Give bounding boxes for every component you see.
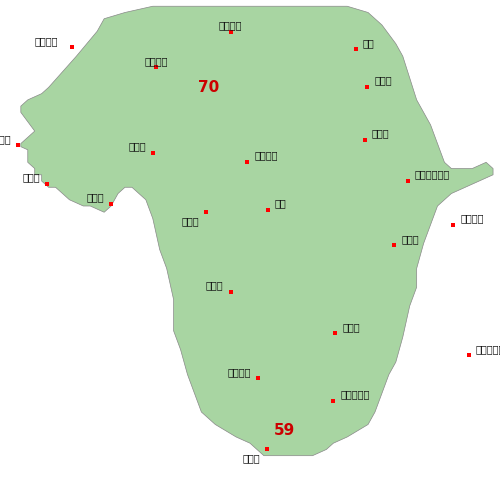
Text: 亚的斯亚贝巴: 亚的斯亚贝巴 — [414, 169, 450, 179]
Text: 罗安达: 罗安达 — [206, 281, 224, 291]
Text: 26.04.2024 CST: 26.04.2024 CST — [418, 478, 495, 488]
Polygon shape — [21, 6, 493, 456]
Text: 因萨拉赫: 因萨拉赫 — [144, 56, 168, 66]
Text: 温得和克: 温得和克 — [227, 367, 250, 377]
Text: 达喀尔: 达喀尔 — [0, 134, 11, 144]
Text: 摩加迪休: 摩加迪休 — [460, 213, 484, 223]
Text: 卢萨卡: 卢萨卡 — [342, 322, 360, 332]
Text: 59: 59 — [274, 423, 295, 438]
Text: 阿加迪尔: 阿加迪尔 — [35, 36, 58, 46]
Text: 特强阵风　[公里/小时]: 特强阵风 [公里/小时] — [214, 478, 286, 488]
Text: 弗里敌: 弗里敌 — [22, 172, 40, 182]
Text: 开罗: 开罗 — [362, 38, 374, 48]
Text: 塔那那利佛: 塔那那利佛 — [476, 344, 500, 354]
Text: 尼亚美: 尼亚美 — [129, 142, 146, 152]
Text: © weatheronline.cn: © weatheronline.cn — [5, 478, 102, 488]
Text: 奈洛比: 奈洛比 — [402, 234, 419, 244]
Text: 班基: 班基 — [275, 198, 287, 208]
Text: 70: 70 — [198, 80, 219, 95]
Text: 开普敬: 开普敬 — [242, 454, 260, 464]
Text: 约翰内斯堡: 约翰内斯堡 — [340, 389, 370, 399]
Text: 杜阿拉: 杜阿拉 — [182, 216, 200, 226]
Text: 喀土穆: 喀土穆 — [372, 128, 389, 138]
Text: 的黎波里: 的黎波里 — [219, 20, 242, 30]
Text: 恩费梅纳: 恩费梅纳 — [254, 150, 278, 160]
Text: 阿斯旺: 阿斯旺 — [374, 75, 392, 85]
Text: 阿比让: 阿比让 — [86, 193, 104, 203]
